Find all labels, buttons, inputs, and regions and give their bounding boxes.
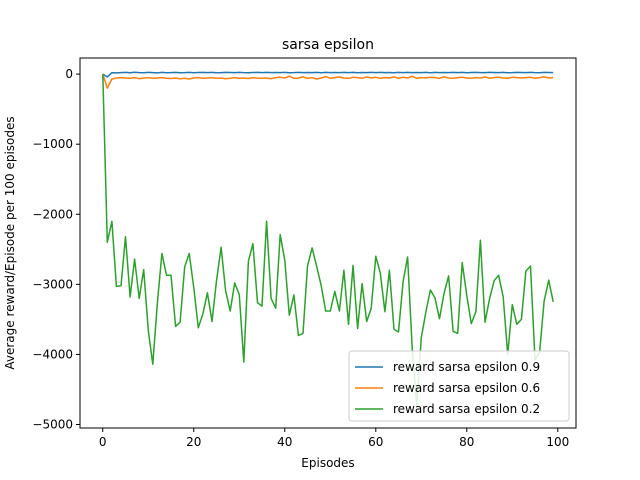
y-tick-label: −4000 xyxy=(32,347,73,361)
y-tick-label: −5000 xyxy=(32,417,73,431)
y-tick-label: −2000 xyxy=(32,207,73,221)
y-tick-label: 0 xyxy=(65,67,73,81)
x-tick-label: 40 xyxy=(277,435,292,449)
x-tick-label: 100 xyxy=(546,435,569,449)
x-tick-label: 80 xyxy=(459,435,474,449)
x-axis-label: Episodes xyxy=(301,456,354,470)
series-line-3 xyxy=(102,74,554,406)
x-tick-label: 60 xyxy=(368,435,383,449)
legend: reward sarsa epsilon 0.9 reward sarsa eps… xyxy=(348,350,570,422)
y-tick-label: −1000 xyxy=(32,137,73,151)
legend-label-1: reward sarsa epsilon 0.9 xyxy=(393,360,540,374)
legend-box xyxy=(348,350,570,422)
series-layer xyxy=(102,71,554,406)
y-axis-label: Average reward/Episode per 100 episodes xyxy=(3,116,17,369)
legend-label-3: reward sarsa epsilon 0.2 xyxy=(393,402,540,416)
plot-frame xyxy=(79,57,577,429)
x-axis: 0 20 40 60 80 100 xyxy=(99,428,569,449)
x-tick-label: 20 xyxy=(186,435,201,449)
chart-title: sarsa epsilon xyxy=(282,37,374,53)
series-line-2 xyxy=(102,73,554,89)
legend-label-2: reward sarsa epsilon 0.6 xyxy=(393,381,540,395)
y-tick-label: −3000 xyxy=(32,277,73,291)
y-axis: 0 −1000 −2000 −3000 −4000 −5000 xyxy=(32,67,80,431)
series-line-1 xyxy=(102,71,554,78)
x-tick-label: 0 xyxy=(99,435,107,449)
